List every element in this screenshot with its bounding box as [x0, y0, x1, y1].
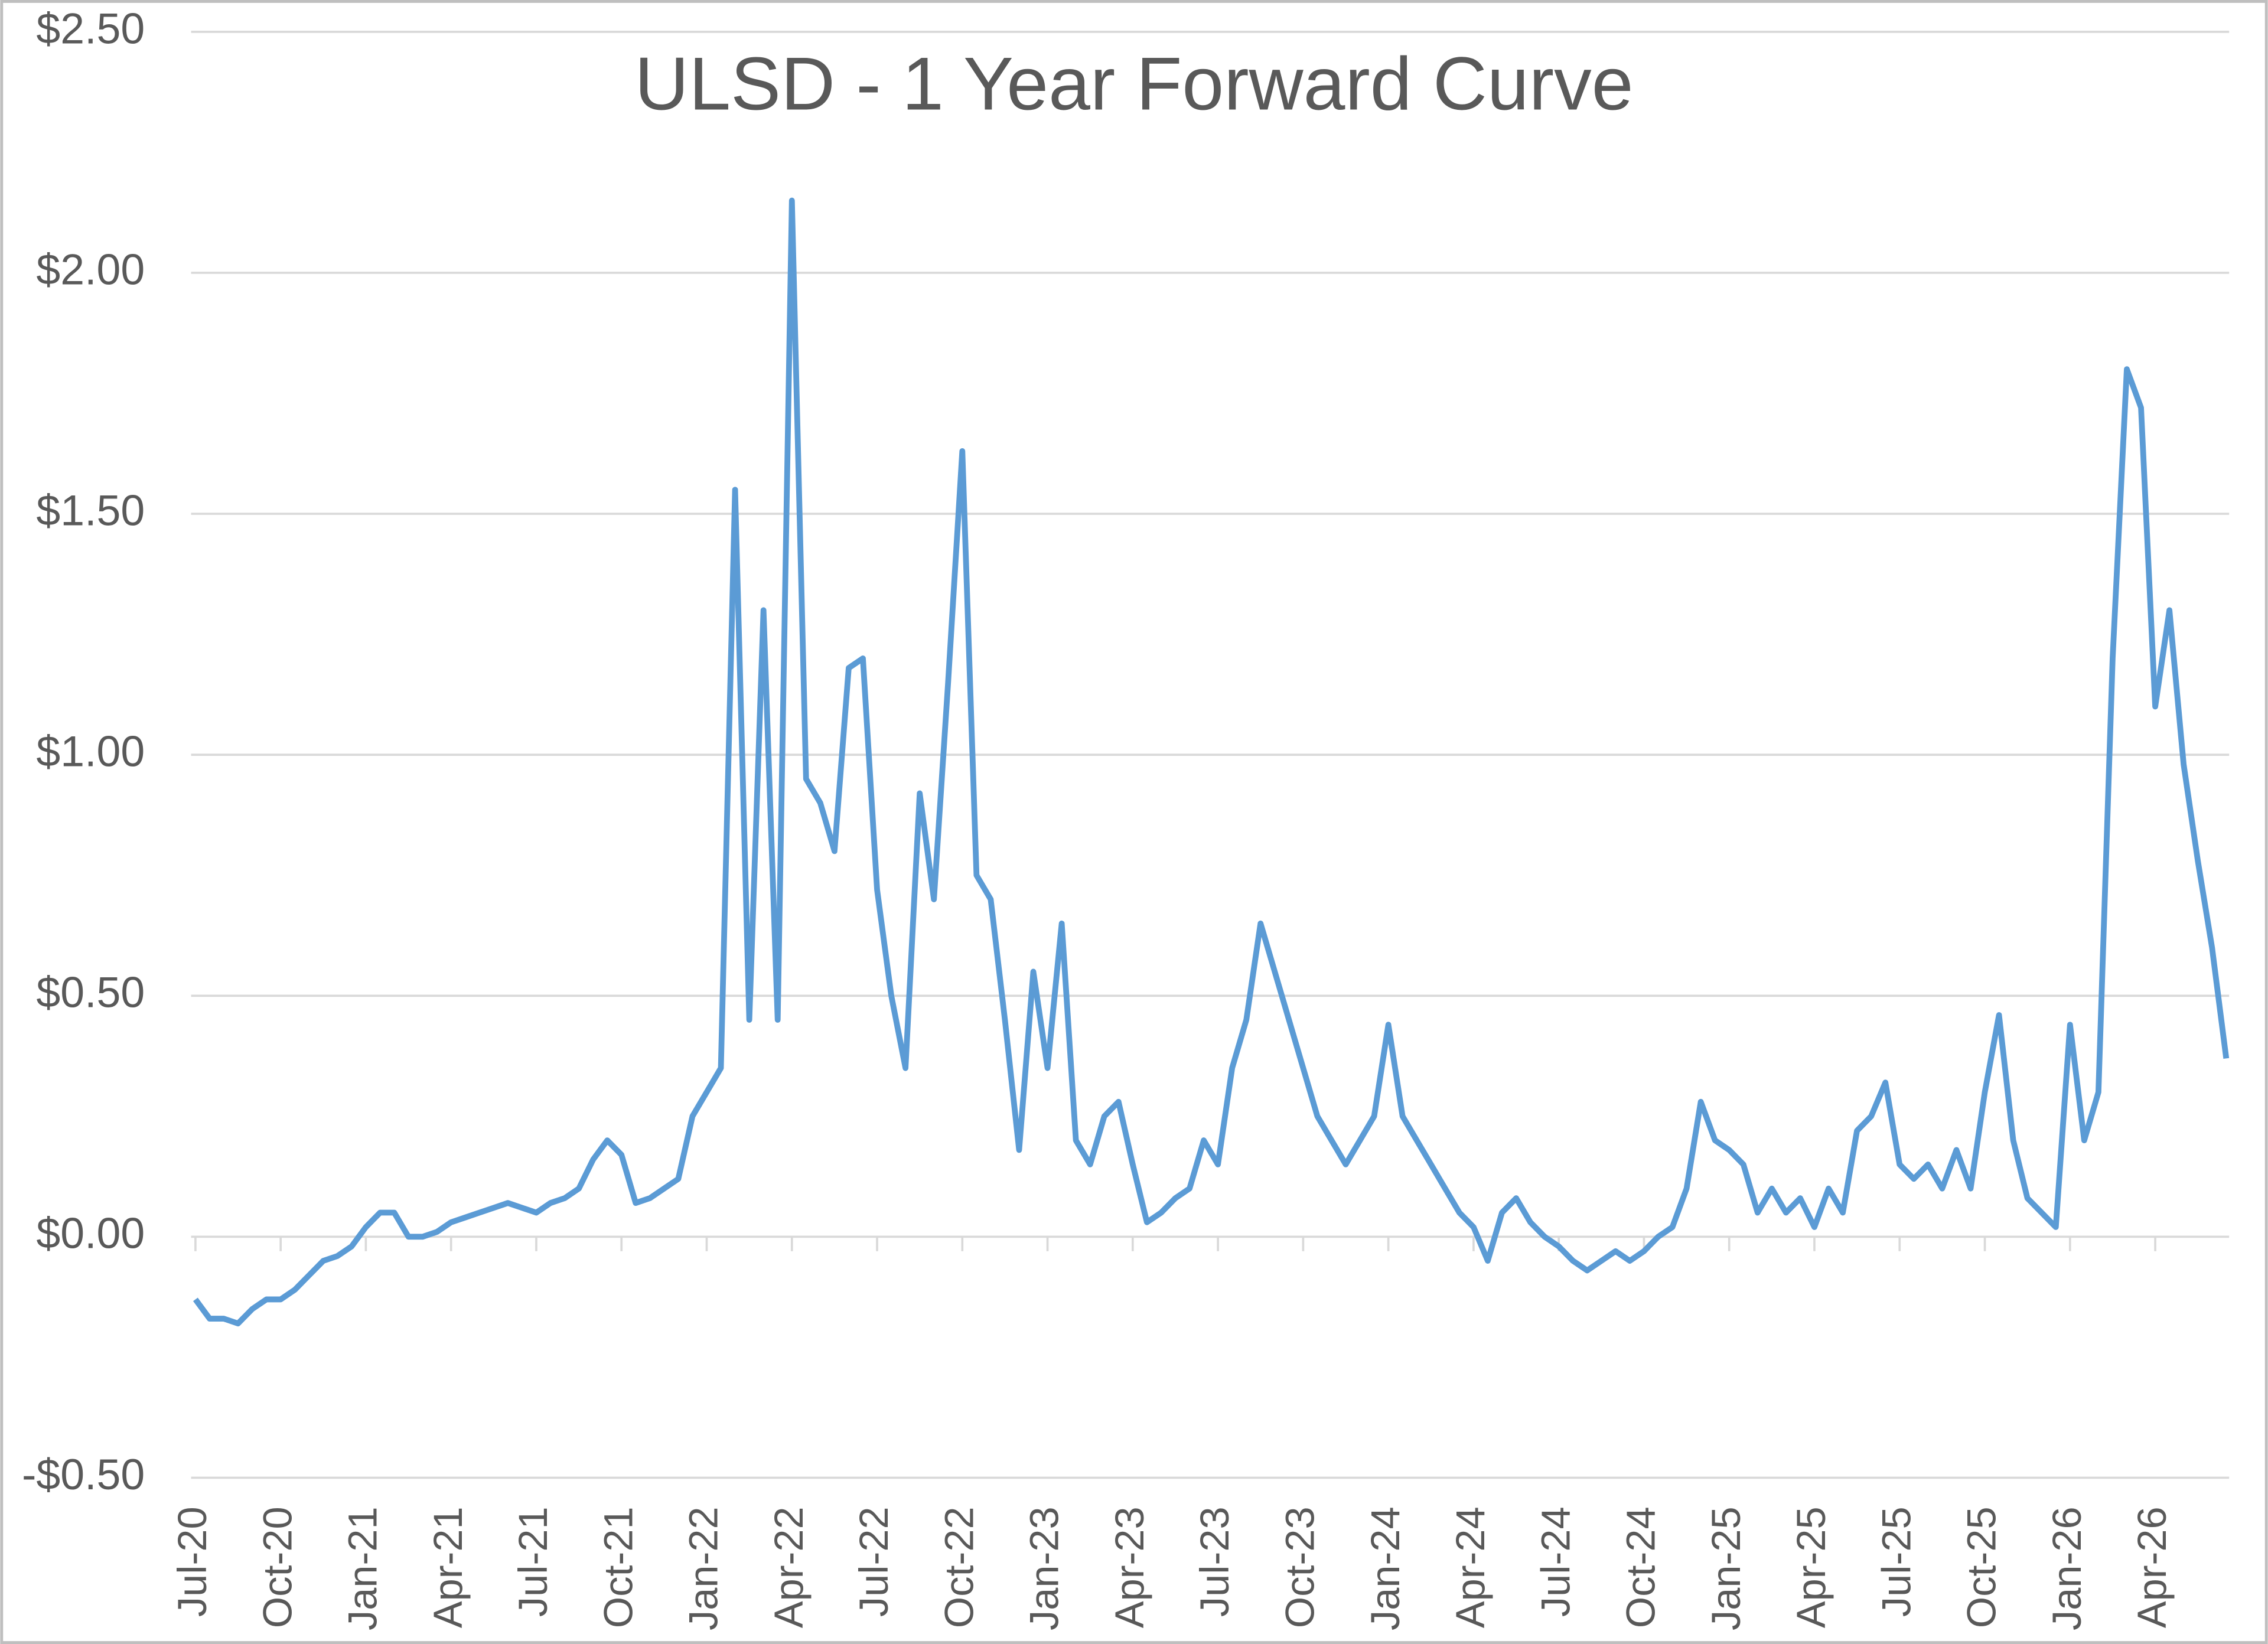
y-tick-label: $0.50: [36, 968, 145, 1017]
x-tick-label: Apr-26: [2129, 1506, 2175, 1628]
y-tick-label: $2.00: [36, 245, 145, 293]
x-tick-label: Jan-24: [1363, 1506, 1408, 1630]
x-tick-label: Oct-22: [936, 1506, 982, 1628]
x-tick-label: Jul-23: [1192, 1506, 1237, 1617]
x-tick-label: Apr-22: [766, 1506, 812, 1628]
x-tick-label: Oct-23: [1277, 1506, 1322, 1628]
x-tick-label: Jul-21: [510, 1506, 556, 1617]
series-line: [193, 197, 2230, 1327]
x-tick-label: Apr-25: [1788, 1506, 1834, 1628]
x-tick-label: Jul-24: [1533, 1506, 1578, 1617]
x-tick-label: Apr-21: [425, 1506, 471, 1628]
x-tick-label: Jul-20: [170, 1506, 215, 1617]
x-tick-label: Jul-25: [1873, 1506, 1919, 1617]
y-tick-label: -$0.50: [22, 1450, 145, 1499]
x-tick-label: Jan-23: [1022, 1506, 1067, 1630]
y-tick-label: $2.50: [36, 4, 145, 53]
x-tick-label: Apr-23: [1107, 1506, 1152, 1628]
y-tick-label: $1.50: [36, 486, 145, 534]
x-tick-label: Oct-20: [255, 1506, 300, 1628]
chart-title: ULSD - 1 Year Forward Curve: [634, 41, 1633, 125]
x-tick-label: Jan-25: [1703, 1506, 1749, 1630]
y-tick-label: $1.00: [36, 728, 145, 776]
y-tick-label: $0.00: [36, 1209, 145, 1258]
x-tick-label: Jan-21: [340, 1506, 386, 1630]
x-tick-label: Oct-21: [595, 1506, 641, 1628]
x-tick-label: Jul-22: [851, 1506, 897, 1617]
x-tick-label: Oct-25: [1959, 1506, 2005, 1628]
x-tick-label: Jan-22: [681, 1506, 726, 1630]
x-tick-label: Jan-26: [2044, 1506, 2090, 1630]
x-tick-label: Oct-24: [1618, 1506, 1664, 1628]
x-tick-label: Apr-24: [1448, 1506, 1493, 1628]
